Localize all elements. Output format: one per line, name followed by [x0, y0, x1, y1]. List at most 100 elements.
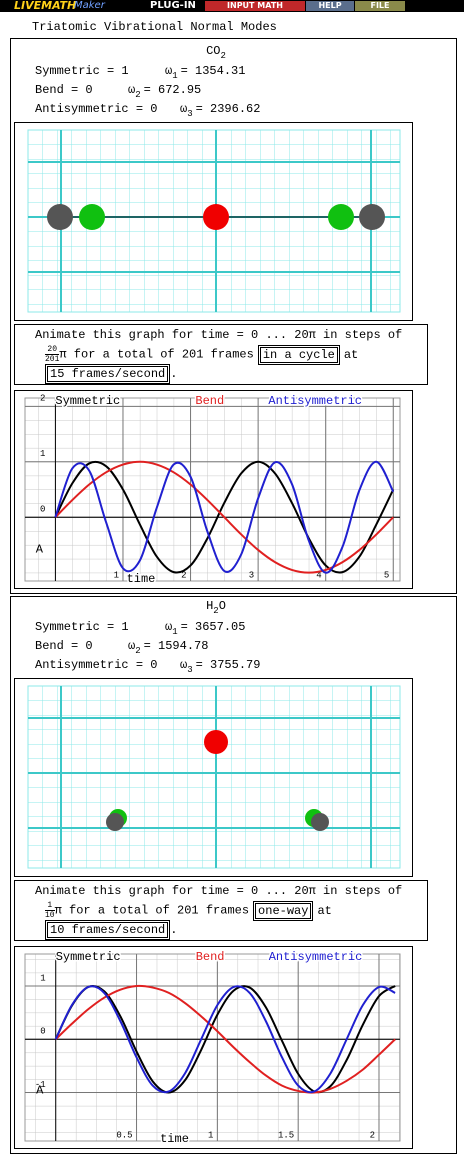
omega-symbol: ω: [180, 102, 188, 116]
legend-label: Antisymmetric: [268, 394, 362, 408]
mode-frequency: ω1 = 3657.05: [165, 620, 246, 637]
x-tick-label: 1.5: [278, 1130, 294, 1140]
omega-symbol: ω: [165, 620, 173, 634]
mode-frequency: ω2 = 672.95: [128, 83, 202, 100]
mode-button[interactable]: one-way: [253, 900, 314, 921]
mode-frequency: ω3 = 3755.79: [180, 658, 261, 675]
legend-label: Bend: [196, 950, 225, 964]
frequency-value: = 3657.05: [180, 620, 246, 634]
omega-symbol: ω: [165, 64, 173, 78]
animate-text: .: [170, 923, 178, 937]
legend-label: Symmetric: [56, 950, 121, 964]
omega-index: 2: [135, 90, 141, 100]
mode-label: Bend = 0: [35, 639, 93, 653]
legend-label: Antisymmetric: [269, 950, 363, 964]
menu-button[interactable]: INPUT MATH: [205, 1, 305, 11]
omega-index: 1: [172, 627, 178, 637]
mode-button[interactable]: in a cycle: [257, 344, 340, 365]
frequency-value: = 672.95: [143, 83, 202, 97]
series-line: [54, 460, 395, 574]
minor-grid: [24, 953, 401, 1142]
mode-frequency: ω1 = 1354.31: [165, 64, 246, 81]
molecule-view: [14, 122, 413, 321]
mode-label: Bend = 0: [35, 83, 93, 97]
animate-line: 1 10 π for a total of 201 frames one-way at: [45, 900, 332, 921]
plugin-label: PLUG-IN: [150, 0, 196, 11]
rate-button[interactable]: 10 frames/second: [44, 920, 171, 940]
animate-line: 15 frames/second.: [44, 364, 177, 384]
y-axis-label: A: [36, 1083, 44, 1097]
animate-text: π for a total of 201 frames: [59, 347, 254, 362]
atom: [359, 204, 385, 230]
fraction: 1 10: [45, 901, 55, 920]
y-tick-label: 1: [40, 973, 45, 983]
omega-index: 2: [135, 646, 141, 656]
animate-panel: Animate this graph for time = 0 ... 20π …: [14, 880, 428, 941]
x-tick-label: 2: [181, 570, 186, 580]
molecule-name: CO2: [0, 44, 432, 61]
frequency-value: = 1354.31: [180, 64, 246, 78]
y-tick-label: 0: [40, 505, 45, 515]
frequency-value: = 3755.79: [195, 658, 261, 672]
x-tick-label: 0.5: [116, 1130, 132, 1140]
series-line: [54, 984, 396, 1094]
molecule-name: H2O: [0, 599, 432, 616]
legend-label: Bend: [195, 394, 224, 408]
atom: [47, 204, 73, 230]
x-tick-label: 1: [114, 570, 119, 580]
section-panel: [10, 596, 457, 1154]
series-line: [54, 985, 396, 1094]
animate-panel: Animate this graph for time = 0 ... 20π …: [14, 324, 428, 385]
animate-text: at: [317, 903, 332, 918]
y-tick-label: 0: [40, 1027, 45, 1037]
animate-line: 20 201 π for a total of 201 frames in a cyc…: [45, 344, 359, 365]
frequency-value: = 1594.78: [143, 639, 209, 653]
x-tick-label: 2: [370, 1130, 375, 1140]
mode-frequency: ω3 = 2396.62: [180, 102, 261, 119]
formula-subscript: 2: [213, 606, 219, 616]
omega-symbol: ω: [180, 658, 188, 672]
y-tick-label: -1: [35, 1080, 46, 1090]
grid: [27, 685, 401, 869]
formula-tail: O: [218, 599, 226, 613]
y-axis-label: A: [36, 542, 44, 556]
series-line: [54, 460, 394, 574]
omega-index: 3: [187, 109, 193, 119]
logo-maker: Maker: [74, 0, 105, 11]
atom: [311, 813, 329, 831]
animate-text: Animate this graph for time = 0 ... 20π …: [35, 328, 403, 342]
logo: LIVEMATH: [14, 0, 77, 12]
mode-label: Antisymmetric = 0: [35, 102, 158, 116]
page-title: Triatomic Vibrational Normal Modes: [32, 20, 277, 34]
menu-button[interactable]: HELP: [306, 1, 354, 11]
omega-symbol: ω: [128, 639, 136, 653]
x-tick-label: 3: [249, 570, 254, 580]
y-tick-label: 2: [40, 394, 45, 404]
animate-text: Animate this graph for time = 0 ... 20π …: [35, 884, 403, 898]
formula-subscript: 2: [220, 51, 226, 61]
fraction: 20 201: [45, 345, 60, 364]
mode-frequency: ω2 = 1594.78: [128, 639, 209, 656]
mode-label: Symmetric = 1: [35, 620, 129, 634]
series-line: [55, 984, 396, 1094]
legend-label: Symmetric: [55, 394, 120, 408]
x-tick-label: 5: [384, 570, 389, 580]
frequency-value: = 2396.62: [195, 102, 261, 116]
fraction-numerator: 1: [47, 901, 53, 910]
atom: [204, 730, 228, 754]
toolbar: LIVEMATH Maker PLUG-IN INPUT MATH HELP F…: [0, 0, 464, 12]
animate-line: 10 frames/second.: [44, 920, 178, 940]
fraction-numerator: 20: [47, 345, 57, 354]
menu-button[interactable]: FILE: [355, 1, 405, 11]
mode-label: Antisymmetric = 0: [35, 658, 158, 672]
animate-text: π for a total of 201 frames: [54, 903, 250, 918]
atom: [328, 204, 354, 230]
formula-base: CO: [206, 44, 221, 58]
omega-symbol: ω: [128, 83, 136, 97]
rate-button[interactable]: 15 frames/second: [44, 364, 171, 384]
animate-text: at: [343, 347, 359, 362]
series-line: [54, 460, 395, 574]
